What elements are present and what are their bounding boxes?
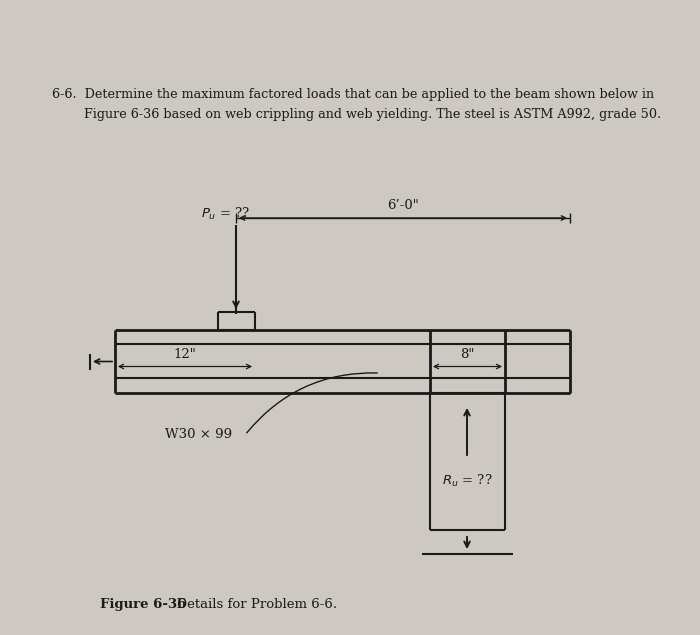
Text: 12": 12" bbox=[174, 347, 197, 361]
Text: 6-6.  Determine the maximum factored loads that can be applied to the beam shown: 6-6. Determine the maximum factored load… bbox=[52, 88, 654, 101]
Text: 8": 8" bbox=[461, 347, 475, 361]
Text: $R_u$ = ??: $R_u$ = ?? bbox=[442, 473, 492, 489]
Text: Figure 6-36: Figure 6-36 bbox=[100, 598, 186, 611]
Text: Figure 6-36 based on web crippling and web yielding. The steel is ASTM A992, gra: Figure 6-36 based on web crippling and w… bbox=[52, 108, 661, 121]
Text: $P_u$ = ??: $P_u$ = ?? bbox=[201, 206, 251, 222]
Text: 6’-0": 6’-0" bbox=[387, 199, 419, 212]
Text: Details for Problem 6-6.: Details for Problem 6-6. bbox=[168, 598, 337, 611]
Text: W30 × 99: W30 × 99 bbox=[165, 429, 232, 441]
